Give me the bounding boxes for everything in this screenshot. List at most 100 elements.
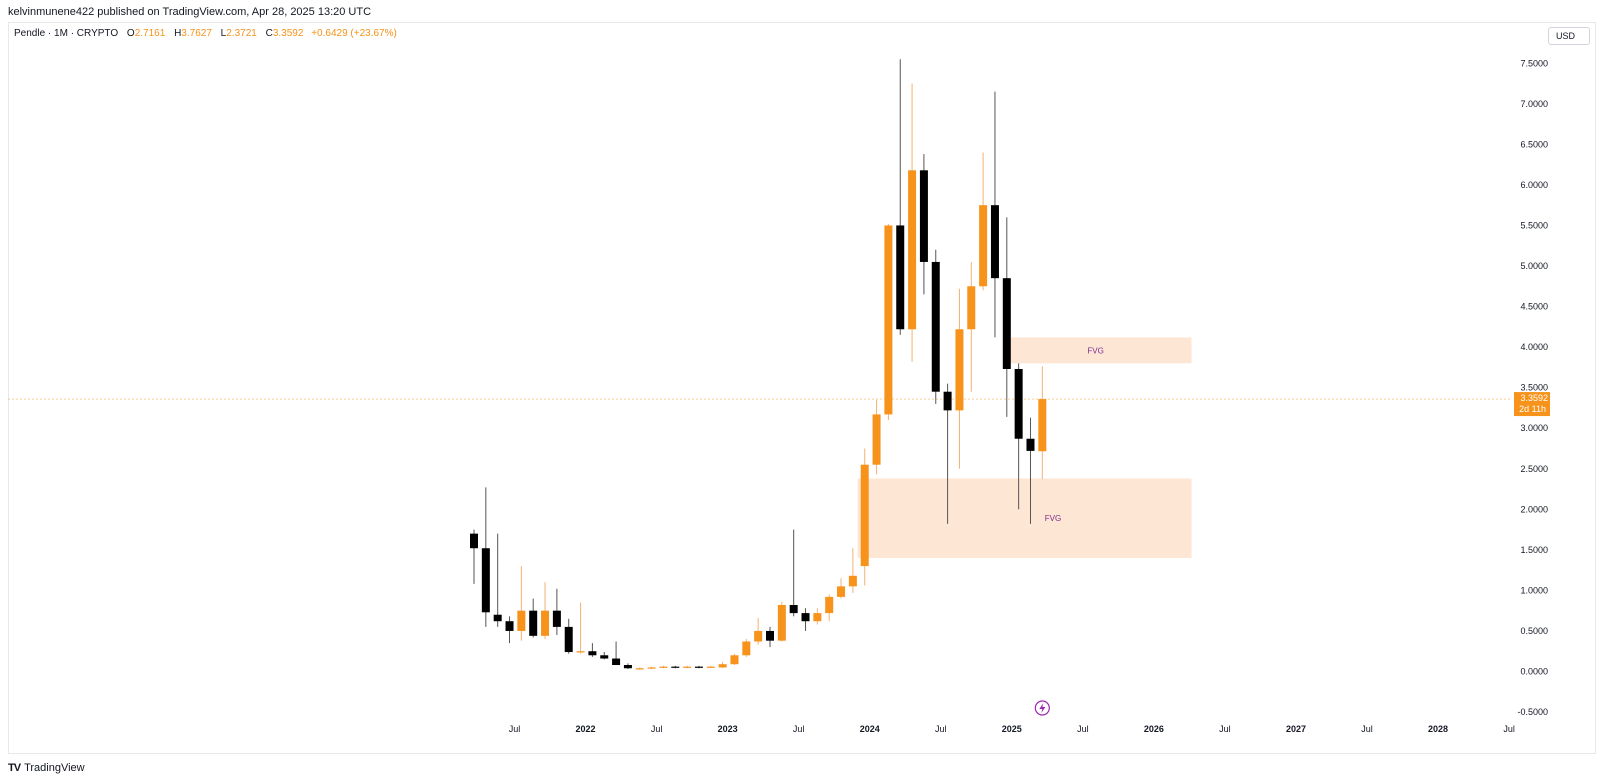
candle-body[interactable] — [789, 604, 798, 614]
candle-body[interactable] — [955, 329, 964, 411]
candle-body[interactable] — [623, 665, 632, 669]
candle-body[interactable] — [481, 548, 490, 613]
candle-body[interactable] — [505, 621, 514, 631]
candle-body[interactable] — [694, 666, 703, 668]
candle-body[interactable] — [517, 610, 526, 631]
candle-body[interactable] — [848, 575, 857, 587]
tradingview-brand: TradingView — [24, 762, 85, 774]
candle-body[interactable] — [860, 464, 869, 567]
candle-body[interactable] — [541, 610, 550, 636]
candle-body[interactable] — [931, 261, 940, 392]
y-tick-label: 6.5000 — [1520, 139, 1548, 149]
y-tick-label: -0.5000 — [1517, 707, 1548, 717]
change-value: +0.6429 (+23.67%) — [311, 28, 397, 39]
candle-body[interactable] — [825, 596, 834, 614]
y-tick-label: 0.5000 — [1520, 626, 1548, 636]
candle-body[interactable] — [564, 626, 573, 653]
candle-body[interactable] — [493, 614, 502, 622]
low-label: L — [220, 28, 227, 39]
chart-frame — [8, 22, 1596, 754]
open-value: 2.7161 — [134, 28, 166, 39]
candle-body[interactable] — [600, 655, 609, 659]
currency-button[interactable]: USD — [1548, 27, 1590, 45]
high-label: H — [174, 28, 182, 39]
candle-body[interactable] — [683, 666, 692, 668]
candle-body[interactable] — [706, 666, 715, 668]
candle-body[interactable] — [837, 586, 846, 597]
candle-body[interactable] — [990, 205, 999, 279]
y-tick-label: 3.5000 — [1520, 383, 1548, 393]
candle-body[interactable] — [967, 286, 976, 330]
candle-body[interactable] — [588, 651, 597, 656]
candle-body[interactable] — [943, 391, 952, 411]
y-tick-label: 0.0000 — [1520, 667, 1548, 677]
y-tick-label: 2.5000 — [1520, 464, 1548, 474]
candle-body[interactable] — [659, 666, 668, 668]
close-label: C — [265, 28, 273, 39]
fvg-label: FVG — [1087, 346, 1103, 355]
low-value: 2.3721 — [226, 28, 257, 39]
x-tick-label: Jul — [509, 724, 521, 734]
fvg-zone[interactable] — [1003, 337, 1192, 364]
candle-body[interactable] — [671, 666, 680, 668]
candle-body[interactable] — [635, 668, 644, 670]
candle-body[interactable] — [979, 205, 988, 287]
candle-body[interactable] — [1038, 399, 1047, 452]
y-tick-label: 5.5000 — [1520, 220, 1548, 230]
candle-body[interactable] — [884, 225, 893, 415]
x-tick-label: 2022 — [576, 724, 596, 734]
candle-body[interactable] — [896, 225, 905, 330]
close-value: 3.3592 — [272, 28, 304, 39]
y-tick-label: 3.0000 — [1520, 423, 1548, 433]
fvg-zone[interactable] — [857, 478, 1192, 558]
y-tick-label: 7.5000 — [1520, 58, 1548, 68]
candle-body[interactable] — [872, 414, 881, 465]
y-tick-label: 4.5000 — [1520, 302, 1548, 312]
x-tick-label: Jul — [651, 724, 663, 734]
candle-body[interactable] — [766, 630, 774, 641]
candle-body[interactable] — [813, 613, 822, 622]
candle-body[interactable] — [1014, 368, 1023, 439]
x-tick-label: 2025 — [1002, 724, 1022, 734]
candle-body[interactable] — [801, 613, 810, 622]
y-tick-label: 4.0000 — [1520, 342, 1548, 352]
candle-body[interactable] — [1002, 278, 1011, 369]
tradingview-branding: TV TradingView — [8, 762, 85, 774]
symbol-name[interactable]: Pendle · 1M · CRYPTO — [14, 28, 119, 39]
candle-body[interactable] — [647, 667, 656, 669]
y-tick-label: 1.0000 — [1520, 585, 1548, 595]
x-tick-label: Jul — [1361, 724, 1373, 734]
y-tick-label: 7.0000 — [1520, 99, 1548, 109]
candle-body[interactable] — [612, 658, 621, 666]
open-label: O — [126, 28, 135, 39]
x-tick-label: Jul — [935, 724, 947, 734]
candle-body[interactable] — [777, 604, 786, 641]
x-tick-label: 2023 — [718, 724, 738, 734]
candle-body[interactable] — [529, 610, 538, 636]
price-tag — [1514, 392, 1550, 417]
x-tick-label: Jul — [793, 724, 805, 734]
publisher-line: kelvinmunene422 published on TradingView… — [8, 6, 372, 18]
x-tick-label: Jul — [1077, 724, 1089, 734]
lightning-icon — [1039, 703, 1046, 713]
candle-body[interactable] — [470, 533, 478, 549]
candle-body[interactable] — [919, 170, 928, 262]
candle-body[interactable] — [742, 641, 751, 656]
x-tick-label: Jul — [1219, 724, 1231, 734]
candle-body[interactable] — [754, 630, 763, 642]
candle-body[interactable] — [576, 651, 585, 653]
y-tick-label: 6.0000 — [1520, 180, 1548, 190]
candle-body[interactable] — [552, 610, 561, 627]
candle-body[interactable] — [908, 170, 917, 330]
candle-body[interactable] — [730, 655, 739, 665]
fvg-label: FVG — [1045, 514, 1061, 523]
price-tag-value: 3.3592 — [1520, 393, 1548, 403]
x-tick-label: 2024 — [860, 724, 880, 734]
x-tick-label: Jul — [1503, 724, 1515, 734]
candle-body[interactable] — [1026, 438, 1035, 451]
candle-body[interactable] — [718, 664, 727, 668]
x-tick-label: 2026 — [1144, 724, 1164, 734]
symbol-legend: Pendle · 1M · CRYPTO O2.7161 H3.7627 L2.… — [14, 28, 397, 39]
price-tag-countdown: 2d 11h — [1519, 404, 1546, 414]
